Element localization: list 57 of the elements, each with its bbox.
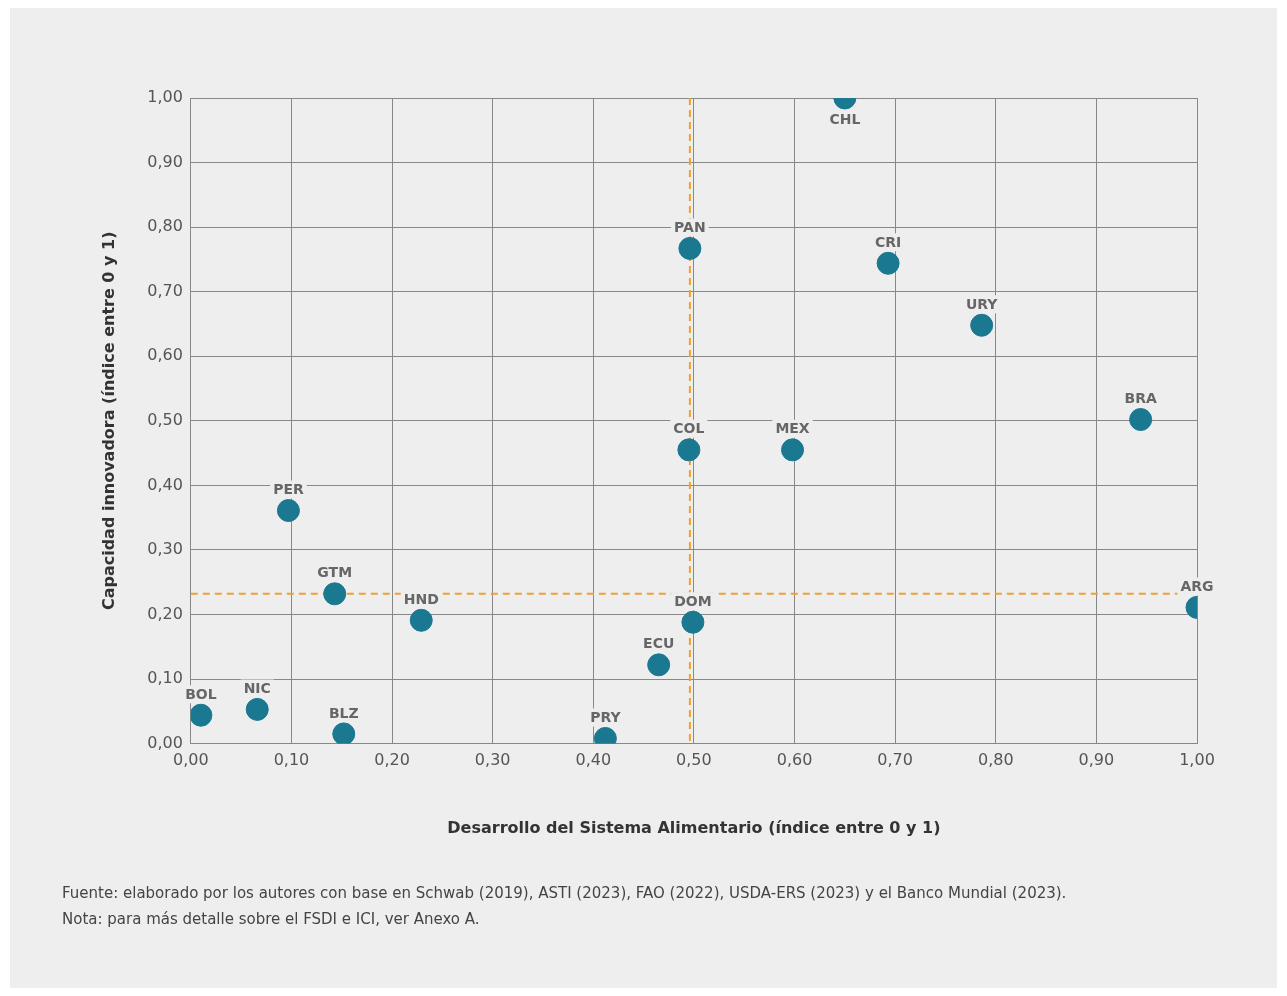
annotation: CRI [874,233,902,250]
x-tick-label: 0,00 [173,750,209,770]
annotation: ARG [1180,578,1214,595]
x-tick-label: 0,70 [877,750,913,770]
point [409,608,433,632]
point [781,438,805,462]
annotation: BRA [1124,390,1157,407]
point [190,703,213,727]
annotation: PER [273,481,304,498]
annotation: BLZ [328,704,359,721]
point [876,251,900,275]
x-tick-label: 1,00 [1179,750,1215,770]
y-tick-label: 0,50 [147,409,183,429]
x-tick-label: 0,50 [676,750,712,770]
annotation: COL [673,420,705,437]
point [678,236,702,260]
y-tick-label: 0,30 [147,539,183,559]
annotation: PRY [590,709,622,726]
y-tick-label: 0,00 [147,732,183,752]
y-tick-label: 1,00 [147,87,183,107]
point [323,582,347,606]
x-axis-title: Desarrollo del Sistema Alimentario (índice entre 0 y 1) [447,817,941,837]
x-tick-label: 0,80 [977,750,1014,770]
point [276,499,300,523]
point [681,610,705,634]
annotation: ECU [643,635,675,652]
x-tick-label: 0,20 [374,750,410,770]
y-tick-label: 0,80 [147,216,183,236]
annotation: NIC [243,680,271,697]
annotation: MEX [775,420,810,437]
annotation: PAN [674,219,706,236]
annotation: URY [965,295,999,312]
point [647,653,671,677]
y-tick-label: 0,20 [147,603,183,623]
point [970,313,994,337]
annotation: DOM [674,592,712,609]
x-tick-label: 0,90 [1078,750,1115,770]
y-tick-label: 0,60 [147,345,183,365]
point [1129,408,1153,432]
x-tick-label: 0,40 [575,750,612,770]
y-tick-label: 0,90 [147,151,183,171]
y-axis-title: Capacidad innovadora (índice entre 0 y 1) [98,231,118,611]
x-tick-label: 0,60 [776,750,813,770]
point [245,697,269,721]
source-note: Fuente: elaborado por los autores con base en Schwab (2019), ASTI (2023), FAO (2022), USDA-ERS (2023) y el Banco Mundial (2023). [62,883,1068,904]
x-tick-label: 0,10 [273,750,310,770]
x-tick-label: 0,30 [474,750,511,770]
annotation: BOL [185,685,217,702]
point [677,438,701,462]
y-tick-label: 0,70 [147,280,183,300]
annotation: HND [403,590,439,607]
text: Nota: para más detalle sobre el FSDI e ICI, ver Anexo A. [62,909,481,930]
y-tick-label: 0,40 [147,474,183,494]
y-tick-label: 0,10 [147,668,183,688]
annotation: CHL [829,110,861,127]
annotation: GTM [317,564,353,581]
point [332,722,356,744]
